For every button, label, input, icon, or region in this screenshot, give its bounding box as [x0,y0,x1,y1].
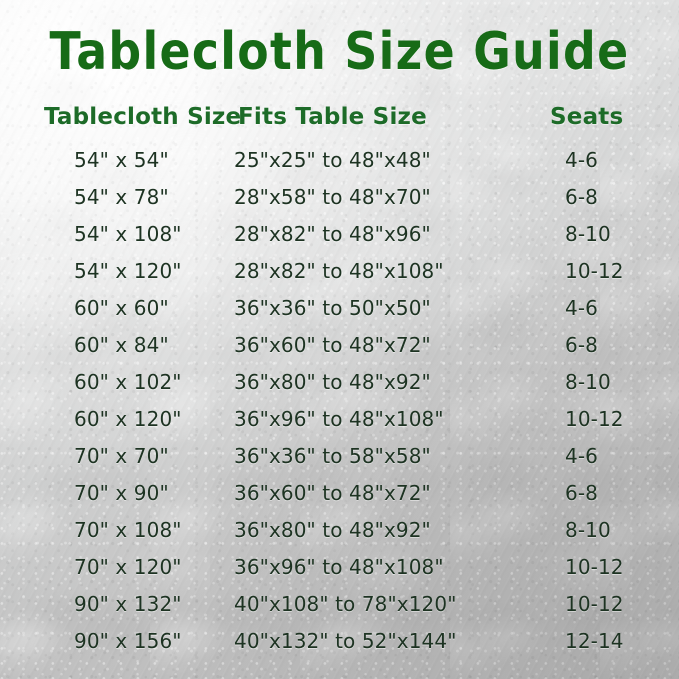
cell-fits-table-size: 36"x96" to 48"x108" [234,407,444,431]
table-row: 54" x 108" 28"x82" to 48"x96" 8-10 [0,222,679,259]
cell-seats: 10-12 [565,407,624,431]
table-row: 60" x 120" 36"x96" to 48"x108" 10-12 [0,407,679,444]
cell-tablecloth-size: 70" x 90" [74,481,169,505]
column-header-seats: Seats [550,104,624,130]
cell-seats: 12-14 [565,629,624,653]
table-body: 54" x 54" 25"x25" to 48"x48" 4-6 54" x 78" 2… [0,148,679,666]
cell-fits-table-size: 36"x36" to 58"x58" [234,444,431,468]
cell-tablecloth-size: 54" x 54" [74,148,169,172]
column-header-fits-table-size: Fits Table Size [238,104,427,130]
cell-seats: 10-12 [565,259,624,283]
table-row: 54" x 120" 28"x82" to 48"x108" 10-12 [0,259,679,296]
cell-fits-table-size: 36"x80" to 48"x92" [234,518,431,542]
cell-seats: 4-6 [565,148,598,172]
cell-tablecloth-size: 60" x 84" [74,333,169,357]
table-header-row: Tablecloth Size Fits Table Size Seats [0,104,679,148]
cell-fits-table-size: 36"x80" to 48"x92" [234,370,431,394]
cell-tablecloth-size: 70" x 70" [74,444,169,468]
table-row: 70" x 108" 36"x80" to 48"x92" 8-10 [0,518,679,555]
cell-fits-table-size: 28"x82" to 48"x96" [234,222,431,246]
cell-fits-table-size: 40"x132" to 52"x144" [234,629,457,653]
cell-fits-table-size: 36"x60" to 48"x72" [234,333,431,357]
cell-tablecloth-size: 90" x 132" [74,592,182,616]
cell-seats: 8-10 [565,518,611,542]
cell-tablecloth-size: 60" x 120" [74,407,182,431]
cell-fits-table-size: 40"x108" to 78"x120" [234,592,457,616]
cell-tablecloth-size: 70" x 108" [74,518,182,542]
cell-seats: 10-12 [565,592,624,616]
cell-tablecloth-size: 90" x 156" [74,629,182,653]
table-row: 60" x 60" 36"x36" to 50"x50" 4-6 [0,296,679,333]
cell-seats: 6-8 [565,481,598,505]
cell-fits-table-size: 36"x96" to 48"x108" [234,555,444,579]
table-row: 70" x 120" 36"x96" to 48"x108" 10-12 [0,555,679,592]
page-title: Tablecloth Size Guide [49,22,630,82]
cell-tablecloth-size: 54" x 108" [74,222,182,246]
cell-tablecloth-size: 70" x 120" [74,555,182,579]
cell-fits-table-size: 36"x36" to 50"x50" [234,296,431,320]
table-row: 70" x 70" 36"x36" to 58"x58" 4-6 [0,444,679,481]
table-row: 60" x 84" 36"x60" to 48"x72" 6-8 [0,333,679,370]
table-row: 90" x 132" 40"x108" to 78"x120" 10-12 [0,592,679,629]
cell-seats: 4-6 [565,296,598,320]
cell-tablecloth-size: 60" x 102" [74,370,182,394]
table-row: 70" x 90" 36"x60" to 48"x72" 6-8 [0,481,679,518]
table-row: 54" x 78" 28"x58" to 48"x70" 6-8 [0,185,679,222]
table-row: 60" x 102" 36"x80" to 48"x92" 8-10 [0,370,679,407]
table-row: 90" x 156" 40"x132" to 52"x144" 12-14 [0,629,679,666]
cell-seats: 8-10 [565,222,611,246]
cell-tablecloth-size: 60" x 60" [74,296,169,320]
cell-seats: 10-12 [565,555,624,579]
cell-seats: 6-8 [565,333,598,357]
cell-fits-table-size: 25"x25" to 48"x48" [234,148,431,172]
cell-fits-table-size: 28"x58" to 48"x70" [234,185,431,209]
size-guide-table: Tablecloth Size Fits Table Size Seats 54… [0,104,679,666]
cell-fits-table-size: 36"x60" to 48"x72" [234,481,431,505]
cell-seats: 6-8 [565,185,598,209]
cell-seats: 4-6 [565,444,598,468]
cell-tablecloth-size: 54" x 78" [74,185,169,209]
cell-tablecloth-size: 54" x 120" [74,259,182,283]
table-row: 54" x 54" 25"x25" to 48"x48" 4-6 [0,148,679,185]
column-header-tablecloth-size: Tablecloth Size [44,104,242,130]
cell-seats: 8-10 [565,370,611,394]
cell-fits-table-size: 28"x82" to 48"x108" [234,259,444,283]
